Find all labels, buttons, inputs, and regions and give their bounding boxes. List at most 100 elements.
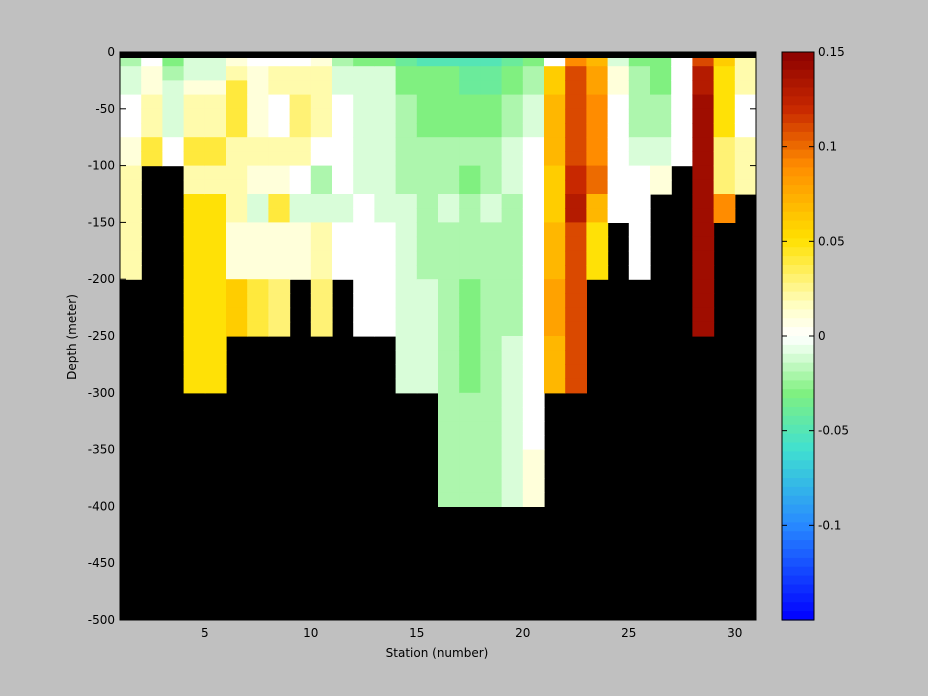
heatmap-cell	[459, 236, 481, 252]
surface-band	[120, 52, 756, 58]
x-tick-label: 5	[201, 626, 209, 640]
heatmap-cell	[438, 250, 460, 266]
heatmap-cell	[692, 222, 715, 238]
heatmap-cell	[204, 279, 227, 294]
heatmap-cell	[247, 137, 269, 152]
heatmap-cell	[226, 250, 248, 266]
heatmap-cell	[459, 350, 481, 365]
heatmap-cell	[734, 66, 757, 81]
colorbar-segment	[782, 611, 814, 621]
heatmap-cell	[459, 421, 481, 436]
colorbar-segment	[782, 557, 814, 568]
heatmap-cell	[713, 179, 736, 195]
colorbar-segment	[782, 575, 814, 586]
heatmap-cell	[628, 108, 651, 124]
colorbar-segment	[782, 336, 814, 346]
colorbar-segment	[782, 442, 814, 452]
heatmap-cell	[204, 165, 227, 181]
heatmap-cell	[268, 321, 291, 337]
heatmap-cell	[628, 165, 651, 181]
heatmap-cell	[628, 80, 651, 96]
heatmap-cell	[480, 364, 503, 380]
heatmap-cell	[247, 123, 269, 138]
heatmap-cell	[650, 179, 672, 195]
heatmap-cell	[565, 123, 587, 138]
heatmap-cell	[438, 66, 460, 81]
heatmap-cell	[607, 179, 630, 195]
heatmap-cell	[332, 108, 354, 124]
colorbar-segment	[782, 513, 814, 523]
heatmap-cell	[480, 435, 503, 451]
heatmap-cell	[438, 463, 460, 479]
heatmap-cell	[692, 265, 715, 280]
heatmap-cell	[459, 179, 481, 195]
heatmap-cell	[395, 364, 418, 380]
colorbar-segment	[782, 96, 814, 106]
heatmap-cell	[459, 137, 481, 152]
heatmap-cell	[438, 392, 460, 408]
heatmap-cell	[544, 321, 566, 337]
heatmap-cell	[395, 265, 418, 280]
heatmap-cell	[268, 179, 291, 195]
heatmap-cell	[268, 108, 291, 124]
heatmap-cell	[416, 321, 439, 337]
heatmap-cell	[438, 421, 460, 436]
heatmap-cell	[628, 208, 651, 223]
heatmap-cell	[120, 222, 142, 238]
heatmap-cell	[374, 165, 397, 181]
heatmap-cell	[353, 222, 375, 238]
heatmap-cell	[247, 66, 269, 81]
y-axis-label: Depth (meter)	[65, 294, 79, 380]
heatmap-cell	[120, 250, 142, 266]
heatmap-cell	[310, 94, 333, 110]
colorbar-segment	[782, 584, 814, 594]
y-tick-label: -200	[88, 272, 115, 286]
heatmap-cell	[713, 194, 736, 209]
heatmap-cell	[544, 80, 566, 96]
heatmap-cell	[480, 66, 503, 81]
heatmap-cell	[438, 94, 460, 110]
colorbar-tick-label: 0.05	[818, 234, 845, 248]
heatmap-cell	[501, 137, 524, 152]
heatmap-cell	[522, 123, 545, 138]
heatmap-cell	[522, 94, 545, 110]
heatmap-cell	[226, 137, 248, 152]
heatmap-cell	[247, 179, 269, 195]
colorbar-segment	[782, 247, 814, 257]
heatmap-cell	[459, 364, 481, 380]
heatmap-cell	[713, 165, 736, 181]
heatmap-cell	[522, 236, 545, 252]
heatmap-cell	[289, 80, 312, 96]
heatmap-cell	[565, 350, 587, 365]
heatmap-cell	[459, 66, 481, 81]
heatmap-cell	[416, 250, 439, 266]
heatmap-cell	[374, 293, 397, 309]
heatmap-cell	[522, 463, 545, 479]
heatmap-cell	[162, 80, 185, 96]
colorbar-segment	[782, 566, 814, 577]
heatmap-cell	[120, 137, 142, 152]
colorbar-segment	[782, 185, 814, 195]
heatmap-cell	[353, 250, 375, 266]
heatmap-cell	[522, 307, 545, 323]
heatmap-cell	[268, 151, 291, 167]
y-tick-label: -300	[88, 386, 115, 400]
heatmap-cell	[332, 194, 354, 209]
heatmap-cell	[692, 194, 715, 209]
heatmap-cell	[628, 137, 651, 152]
heatmap-cell	[416, 350, 439, 365]
heatmap-cell	[544, 94, 566, 110]
heatmap-cell	[353, 137, 375, 152]
heatmap-cell	[501, 250, 524, 266]
colorbar-segment	[782, 211, 814, 222]
heatmap-cell	[310, 137, 333, 152]
heatmap-cell	[204, 179, 227, 195]
heatmap-cell	[650, 123, 672, 138]
heatmap-cell	[268, 137, 291, 152]
heatmap-cell	[628, 123, 651, 138]
heatmap-cell	[310, 80, 333, 96]
heatmap-cell	[268, 279, 291, 294]
colorbar-segment	[782, 291, 814, 302]
heatmap-cell	[289, 179, 312, 195]
heatmap-cell	[459, 321, 481, 337]
